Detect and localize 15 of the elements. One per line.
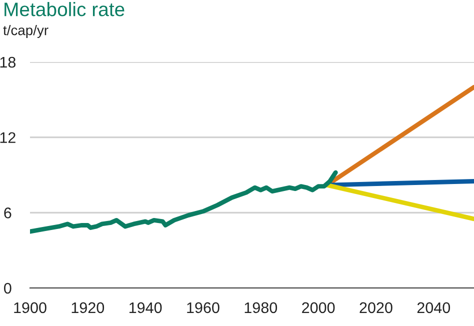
line-series — [30, 170, 338, 234]
x-tick-label: 2020 — [360, 302, 392, 314]
chart-subtitle: t/cap/yr — [3, 25, 48, 38]
x-tick-label: 1920 — [72, 302, 104, 314]
x-tick-label: 1940 — [130, 302, 162, 314]
x-tick-label: 1900 — [14, 302, 46, 314]
x-tick-label: 1960 — [187, 302, 220, 314]
x-tick-label: 2040 — [417, 302, 450, 314]
x-tick-label: 1980 — [244, 302, 278, 314]
y-tick-label: 6 — [4, 208, 12, 218]
x-tick-label: 2000 — [302, 302, 335, 314]
y-tick-label: 18 — [0, 56, 16, 68]
y-tick-label: 0 — [4, 282, 12, 294]
y-tick-label: 12 — [0, 132, 16, 143]
chart-title: Metabolic rate — [4, 2, 124, 16]
